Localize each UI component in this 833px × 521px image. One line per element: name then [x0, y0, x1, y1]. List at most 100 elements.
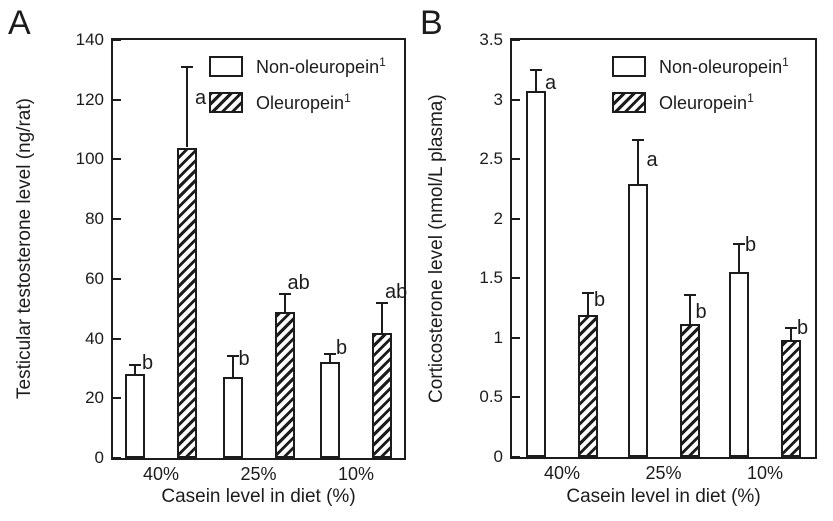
- y-axis-tick-label: 0: [94, 448, 104, 467]
- y-axis-tick-label: 40: [85, 328, 104, 348]
- error-bar-line: [231, 356, 234, 378]
- y-axis-tick-label: 60: [85, 268, 104, 288]
- legend: Non-oleuropein1 Oleuropein1: [209, 55, 386, 127]
- legend-label-superscript: 1: [344, 91, 351, 105]
- y-axis-tick: [512, 396, 520, 399]
- error-bar-cap: [785, 327, 797, 330]
- significance-letter: a: [646, 149, 658, 172]
- y-axis-tick-label: 0: [493, 447, 503, 466]
- legend-row: Oleuropein1: [612, 91, 789, 114]
- legend: Non-oleuropein1 Oleuropein1: [612, 55, 789, 127]
- panel-b-plot-area: 0 0.5 1 1.5 2 2.5 3 3.5 40% a b 25% a b 10% b b Non-oleur…: [479, 30, 817, 483]
- y-axis-tick-label: 1: [493, 327, 503, 347]
- y-axis-tick: [113, 397, 121, 400]
- y-axis-tick: [512, 277, 520, 280]
- bar-non-oleuropein-25pct: [627, 184, 648, 457]
- panel-a-label: A: [8, 4, 31, 42]
- bar-oleuropein-40pct: [177, 147, 197, 458]
- error-bar-cap: [181, 65, 193, 68]
- error-bar-line: [790, 328, 792, 341]
- legend-swatch-hatched: [209, 92, 243, 113]
- legend-label-superscript: 1: [379, 55, 386, 69]
- error-bar-cap: [278, 292, 291, 295]
- y-axis-tick-label: 1.5: [479, 268, 503, 288]
- error-bar-line: [328, 353, 331, 363]
- x-axis-category-label: 40%: [543, 463, 580, 483]
- bar-non-oleuropein-10pct: [729, 272, 749, 457]
- legend-swatch-hatched: [612, 92, 646, 113]
- bar-oleuropein-40pct: [577, 315, 598, 457]
- legend-row: Oleuropein1: [209, 91, 386, 114]
- error-bar-cap: [375, 301, 388, 304]
- error-bar-line: [380, 302, 383, 333]
- bar-oleuropein-10pct: [781, 340, 801, 457]
- error-bar-cap: [581, 291, 594, 294]
- y-axis-tick: [512, 336, 520, 339]
- error-bar-cap: [529, 68, 542, 71]
- x-axis-category-label: 10%: [337, 464, 374, 484]
- significance-letter: b: [593, 288, 606, 311]
- y-axis-tick-label: 120: [75, 89, 104, 109]
- bar-oleuropein-25pct: [679, 323, 700, 457]
- significance-letter: b: [797, 317, 809, 340]
- y-axis-tick-label: 3: [493, 89, 503, 109]
- y-axis-tick: [113, 39, 121, 41]
- y-axis-tick: [113, 218, 121, 221]
- error-bar-cap: [631, 139, 644, 142]
- error-bar-cap: [129, 364, 141, 367]
- x-axis-category-label: 25%: [240, 464, 277, 484]
- y-axis-tick-label: 80: [85, 209, 104, 229]
- legend-label-superscript: 1: [782, 55, 789, 69]
- legend-label-superscript: 1: [747, 91, 754, 105]
- error-bar-line: [738, 243, 740, 273]
- y-axis-tick-label: 20: [85, 388, 104, 408]
- significance-letter: b: [745, 233, 757, 256]
- y-axis-tick-label: 100: [75, 149, 104, 169]
- panel-b-y-axis-title: Corticosterone level (nmol/L plasma): [426, 94, 447, 403]
- legend-label: Non-oleuropein1: [659, 55, 789, 77]
- y-axis-tick-label: 2: [493, 208, 503, 228]
- significance-letter: ab: [287, 271, 310, 294]
- significance-letter: b: [238, 348, 250, 371]
- x-axis-category-label: 10%: [746, 463, 784, 483]
- y-axis-tick-label: 0.5: [479, 387, 503, 407]
- panel-a-y-axis-title: Testicular testosterone level (ng/rat): [14, 98, 35, 400]
- significance-letter: b: [335, 336, 348, 359]
- error-bar-cap: [226, 355, 239, 358]
- legend-swatch-white: [209, 56, 243, 77]
- x-axis-category-label: 25%: [645, 463, 682, 483]
- legend-label: Oleuropein1: [256, 91, 351, 113]
- y-axis-tick: [512, 158, 520, 161]
- panel-a-plot-area: 0 20 40 60 80 100 120 140 40% b a 25% b ab 10% b ab Non-o…: [76, 30, 408, 484]
- error-bar-cap: [323, 352, 336, 355]
- y-axis-tick: [512, 98, 520, 101]
- y-axis-tick-label: 140: [75, 30, 104, 49]
- error-bar-cap: [733, 242, 745, 245]
- bar-oleuropein-10pct: [371, 332, 392, 458]
- error-bar-line: [636, 140, 639, 185]
- error-bar-line: [186, 66, 188, 148]
- legend-label: Oleuropein1: [659, 91, 754, 113]
- error-bar-line: [586, 292, 589, 316]
- panel-b-x-axis-title: Casein level in diet (%): [566, 486, 761, 507]
- error-bar-line: [534, 69, 537, 92]
- bar-non-oleuropein-10pct: [319, 362, 340, 458]
- error-bar-line: [688, 294, 691, 324]
- error-bar-line: [134, 365, 136, 375]
- significance-letter: ab: [384, 280, 408, 303]
- bar-non-oleuropein-25pct: [222, 377, 243, 458]
- bar-non-oleuropein-40pct: [525, 91, 546, 457]
- legend-row: Non-oleuropein1: [612, 55, 789, 78]
- legend-swatch-white: [612, 56, 646, 77]
- y-axis-tick-label: 3.5: [479, 30, 503, 49]
- significance-letter: b: [695, 300, 707, 323]
- bar-oleuropein-25pct: [274, 311, 295, 458]
- significance-letter: a: [195, 86, 207, 109]
- error-bar-line: [283, 293, 286, 312]
- y-axis-tick: [113, 98, 121, 101]
- y-axis-tick: [512, 217, 520, 220]
- legend-label: Non-oleuropein1: [256, 55, 386, 77]
- y-axis-tick: [113, 277, 121, 280]
- y-axis-tick: [113, 158, 121, 161]
